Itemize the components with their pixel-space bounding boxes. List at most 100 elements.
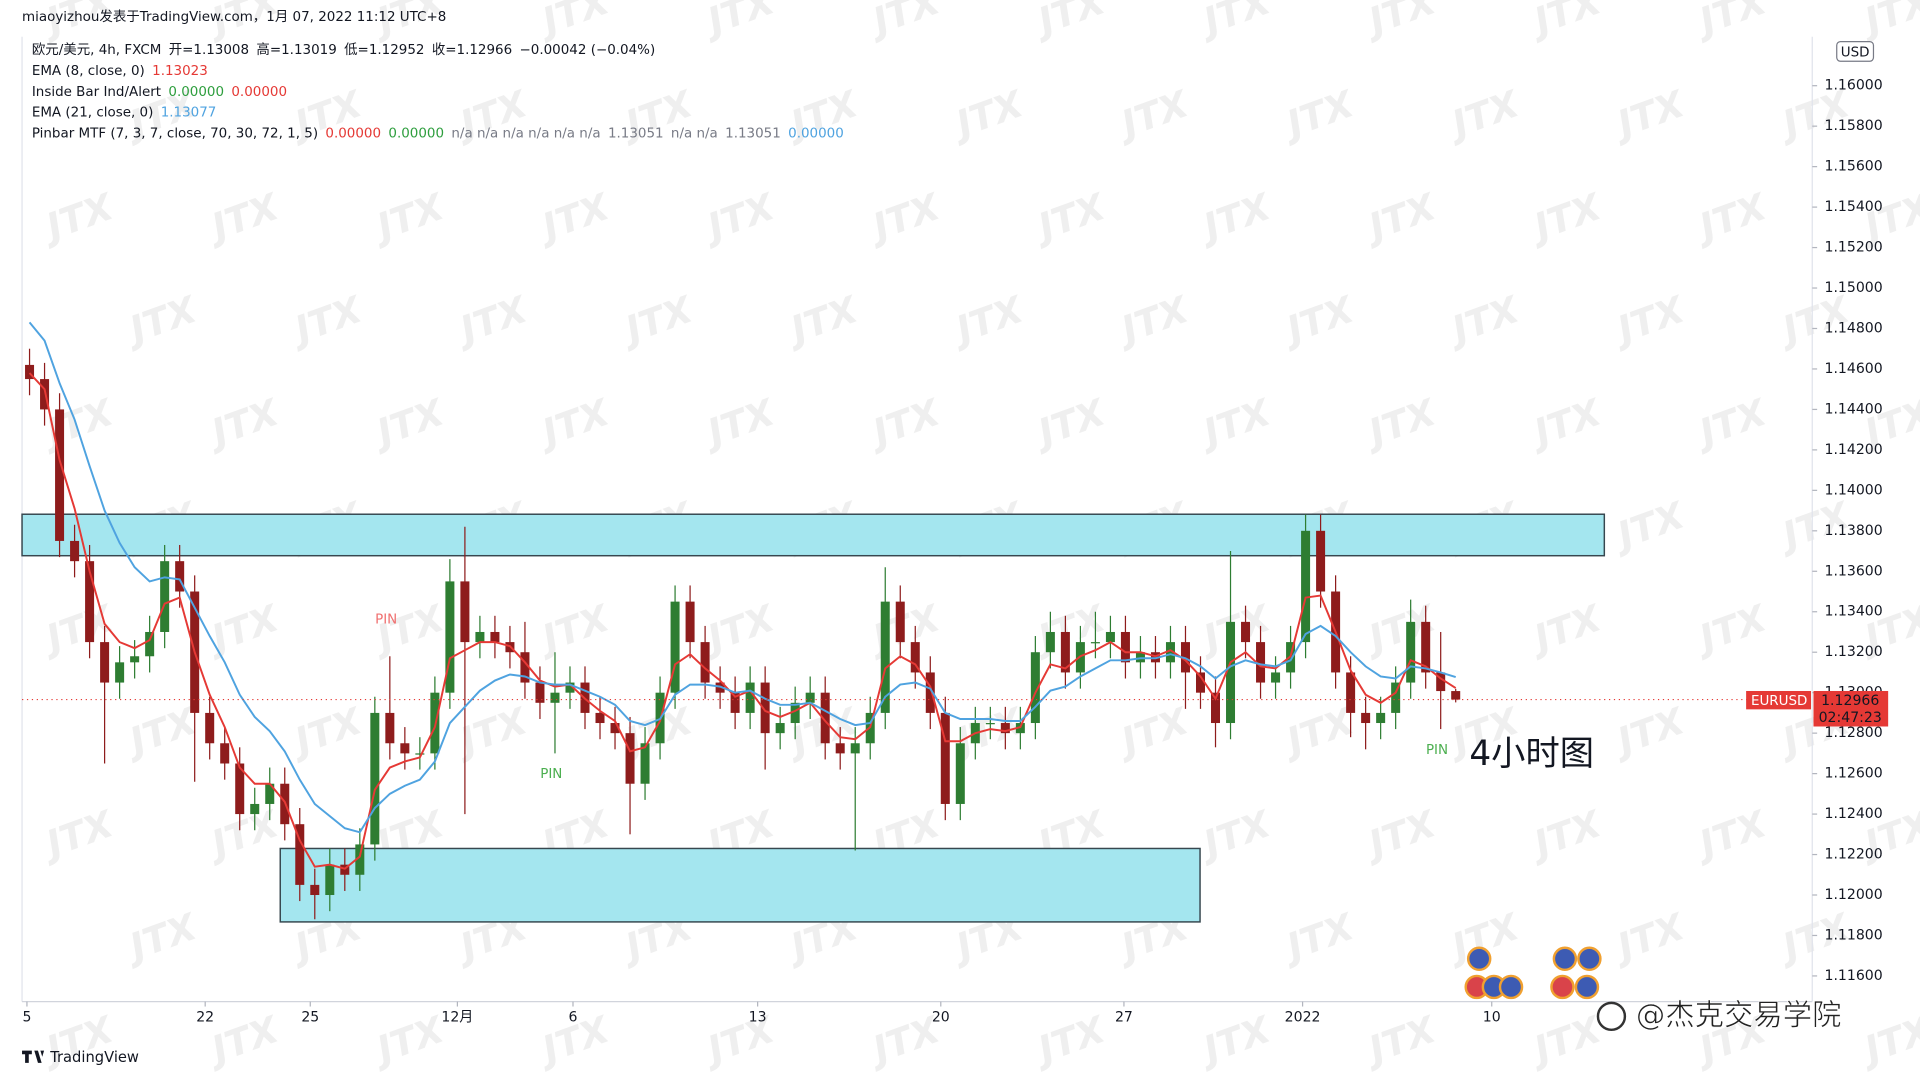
watermark: JTX bbox=[200, 185, 286, 251]
candle-body bbox=[625, 733, 635, 784]
candle-body bbox=[1436, 672, 1446, 692]
watermark: JTX bbox=[1192, 802, 1278, 868]
legend-item: 开=1.13008 bbox=[169, 43, 249, 58]
y-tick-label: 1.13800 bbox=[1824, 523, 1882, 539]
y-tick-label: 1.14000 bbox=[1824, 482, 1882, 498]
candle-body bbox=[25, 364, 35, 380]
watermark: JTX bbox=[118, 287, 204, 353]
x-tick-label: 5 bbox=[22, 1010, 31, 1026]
watermark: JTX bbox=[530, 185, 616, 251]
watermark: JTX bbox=[1687, 185, 1773, 251]
legend-row: Inside Bar Ind/Alert 0.00000 0.00000 bbox=[32, 85, 287, 100]
symbol-box bbox=[1746, 690, 1812, 710]
watermark: JTX bbox=[1026, 0, 1112, 45]
candle-body bbox=[730, 692, 740, 713]
candle-body bbox=[1406, 621, 1416, 683]
candle-body bbox=[1361, 712, 1371, 724]
y-tick-label: 1.15000 bbox=[1824, 280, 1882, 296]
watermark: JTX bbox=[861, 185, 947, 251]
candle-body bbox=[205, 712, 215, 744]
watermark: JTX bbox=[1026, 390, 1112, 456]
pin-label: PIN bbox=[540, 767, 562, 782]
watermark: JTX bbox=[861, 390, 947, 456]
candle-body bbox=[775, 723, 785, 734]
watermark: JTX bbox=[1522, 185, 1608, 251]
watermark: JTX bbox=[530, 596, 616, 662]
candle-body bbox=[1376, 712, 1386, 724]
symbol-label: EURUSD bbox=[1751, 694, 1807, 709]
y-tick-label: 1.12400 bbox=[1824, 806, 1882, 822]
brand-logo bbox=[22, 1050, 45, 1063]
legend-item: 0.00000 bbox=[325, 126, 381, 141]
legend-item: Inside Bar Ind/Alert bbox=[32, 85, 161, 100]
watermark: JTX bbox=[200, 390, 286, 456]
watermark: JTX bbox=[34, 802, 120, 868]
watermark: JTX bbox=[1192, 185, 1278, 251]
candle-body bbox=[1000, 723, 1010, 734]
legend-row: EMA (21, close, 0) 1.13077 bbox=[32, 106, 217, 121]
candle-body bbox=[940, 712, 950, 804]
watermark: JTX bbox=[365, 390, 451, 456]
watermark: JTX bbox=[696, 185, 782, 251]
candle-body bbox=[595, 712, 605, 724]
watermark: JTX bbox=[365, 1007, 451, 1073]
footer-watermark: @杰克交易学院 bbox=[1636, 998, 1842, 1032]
y-tick-label: 1.15200 bbox=[1824, 240, 1882, 256]
candle-body bbox=[265, 783, 275, 804]
candle-body bbox=[1165, 642, 1175, 663]
flag-icons bbox=[1464, 946, 1602, 1000]
candle-body bbox=[820, 692, 830, 744]
y-tick-label: 1.15800 bbox=[1824, 118, 1882, 134]
y-tick-label: 1.13400 bbox=[1824, 604, 1882, 620]
legend-item: 0.00000 bbox=[231, 85, 287, 100]
watermark: JTX bbox=[365, 596, 451, 662]
candle-body bbox=[370, 712, 380, 845]
y-tick-label: 1.13600 bbox=[1824, 563, 1882, 579]
candle-body bbox=[295, 824, 305, 885]
watermark: JTX bbox=[1192, 0, 1278, 45]
footer-icon bbox=[1596, 1001, 1627, 1032]
candle-body bbox=[1301, 530, 1311, 643]
candle-body bbox=[40, 379, 50, 410]
watermark: JTX bbox=[1109, 82, 1195, 148]
watermark: JTX bbox=[1440, 82, 1526, 148]
legend-series-value: 1.13077 bbox=[161, 106, 217, 121]
candle-body bbox=[805, 692, 815, 703]
y-tick-label: 1.16000 bbox=[1824, 78, 1882, 94]
legend-item: 0.00000 bbox=[788, 126, 844, 141]
watermark: JTX bbox=[1357, 802, 1443, 868]
candle-body bbox=[160, 561, 170, 632]
candle-body bbox=[1271, 672, 1281, 683]
watermark: JTX bbox=[944, 82, 1030, 148]
candle-body bbox=[355, 844, 365, 875]
x-tick-label: 13 bbox=[749, 1010, 767, 1026]
y-tick-label: 1.11800 bbox=[1824, 927, 1882, 943]
candle-body bbox=[460, 581, 470, 643]
candle-body bbox=[880, 601, 890, 713]
watermark: JTX bbox=[1605, 287, 1691, 353]
candle-body bbox=[1421, 621, 1431, 673]
brand: TradingView bbox=[49, 1049, 139, 1066]
watermark: JTX bbox=[200, 596, 286, 662]
y-tick-label: 1.12600 bbox=[1824, 766, 1882, 782]
y-tick-label: 1.12000 bbox=[1824, 887, 1882, 903]
pin-label: PIN bbox=[1426, 743, 1448, 758]
watermark: JTX bbox=[448, 699, 534, 765]
watermark: JTX bbox=[118, 905, 204, 971]
candle-body bbox=[55, 409, 65, 541]
watermark: JTX bbox=[1357, 185, 1443, 251]
candle-body bbox=[490, 631, 500, 643]
watermark: JTX bbox=[1275, 82, 1361, 148]
watermark: JTX bbox=[1522, 596, 1608, 662]
watermark: JTX bbox=[1109, 699, 1195, 765]
candle-body bbox=[955, 743, 965, 804]
candle-body bbox=[1135, 652, 1145, 663]
legend-series-value: 1.13023 bbox=[152, 64, 208, 79]
watermark: JTX bbox=[1357, 0, 1443, 45]
candle-body bbox=[670, 601, 680, 693]
watermark: JTX bbox=[1026, 1007, 1112, 1073]
candle-body bbox=[1316, 530, 1326, 592]
candle-body bbox=[145, 631, 155, 657]
legend-item: 1.13051 bbox=[725, 126, 781, 141]
